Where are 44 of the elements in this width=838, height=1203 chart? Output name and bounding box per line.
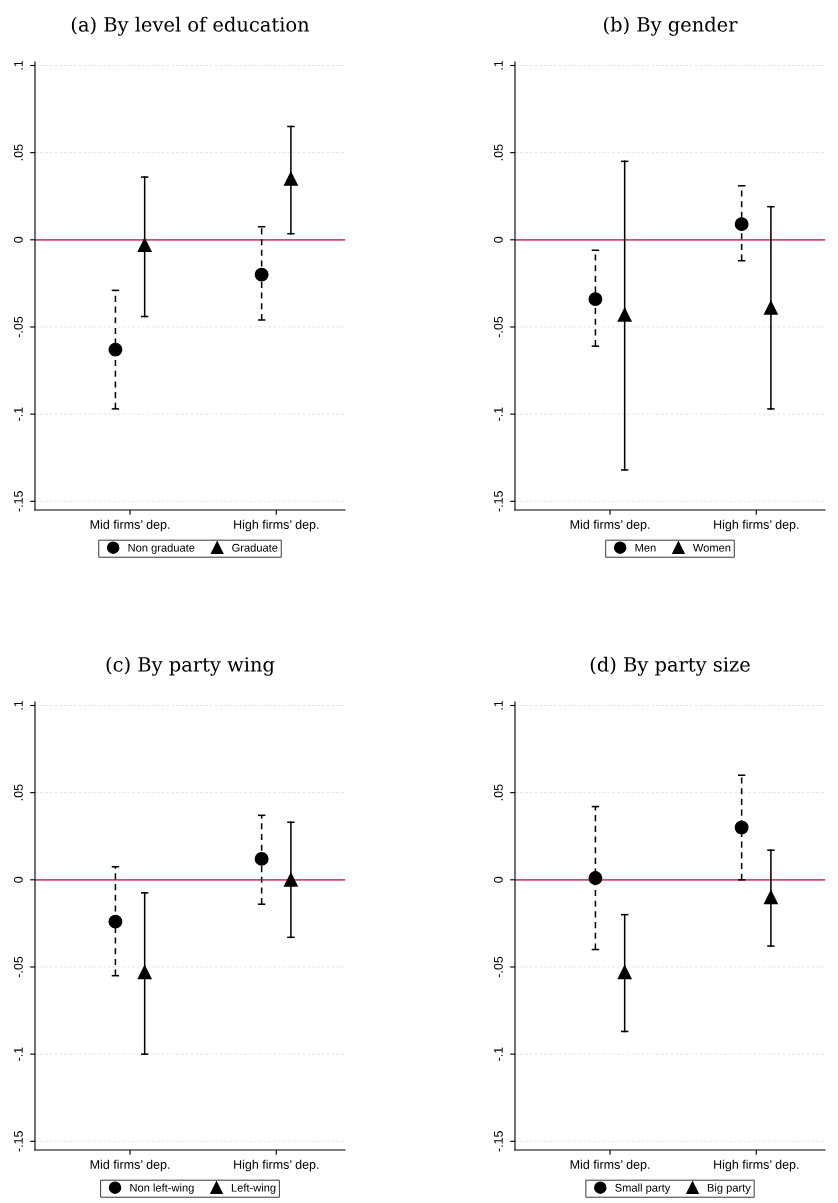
y-tick-label: -.1 (14, 1047, 23, 1061)
y-tick-label: .1 (494, 700, 503, 710)
x-tick-label: High firms’ dep. (714, 519, 799, 532)
legend-label: Non graduate (128, 543, 195, 554)
chart-title: (c) By party wing (106, 656, 275, 676)
y-tick-label: -.1 (494, 407, 503, 421)
y-tick-label: .1 (14, 700, 23, 710)
y-tick-label: -.15 (14, 491, 23, 512)
y-tick-label: -.15 (14, 1131, 23, 1152)
legend-label: Graduate (232, 543, 278, 552)
legend-label: Left-wing (231, 1183, 276, 1194)
y-tick-label: -.05 (493, 316, 503, 338)
y-tick-label: -.1 (494, 1047, 503, 1061)
chart-title: (a) By level of education (71, 16, 310, 36)
x-tick-label: Mid firms’ dep. (90, 519, 170, 532)
x-tick-label: High firms’ dep. (234, 519, 319, 532)
y-tick-label: .1 (14, 60, 23, 70)
y-tick-label: -.05 (13, 316, 23, 338)
y-tick-label: -.05 (493, 956, 503, 978)
y-tick-label: -.1 (14, 407, 23, 421)
legend-label: Small party (615, 1183, 671, 1194)
legend-label: Non left-wing (130, 1183, 194, 1194)
y-tick-label: .05 (13, 144, 23, 161)
y-tick-label: 0 (13, 876, 23, 883)
y-tick-label: -.05 (13, 956, 23, 978)
y-tick-label: .1 (494, 60, 503, 70)
x-tick-label: High firms’ dep. (234, 1159, 319, 1172)
legend-label: Big party (707, 1183, 751, 1194)
y-tick-label: .05 (493, 784, 503, 801)
x-tick-label: High firms’ dep. (714, 1159, 799, 1172)
y-tick-label: 0 (493, 876, 503, 883)
y-tick-label: .05 (13, 784, 23, 801)
y-tick-label: 0 (493, 236, 503, 243)
x-tick-label: Mid firms’ dep. (90, 1159, 170, 1172)
legend-label: Men (635, 543, 656, 552)
y-tick-label: -.15 (494, 491, 503, 512)
y-tick-label: .05 (493, 144, 503, 161)
x-tick-label: Mid firms’ dep. (570, 1159, 650, 1172)
chart-title: (d) By party size (590, 656, 750, 676)
x-tick-label: Mid firms’ dep. (570, 519, 650, 532)
legend-label: Women (692, 543, 731, 552)
y-tick-label: -.15 (494, 1131, 503, 1152)
y-tick-label: 0 (13, 236, 23, 243)
chart-title: (b) By gender (604, 16, 738, 36)
